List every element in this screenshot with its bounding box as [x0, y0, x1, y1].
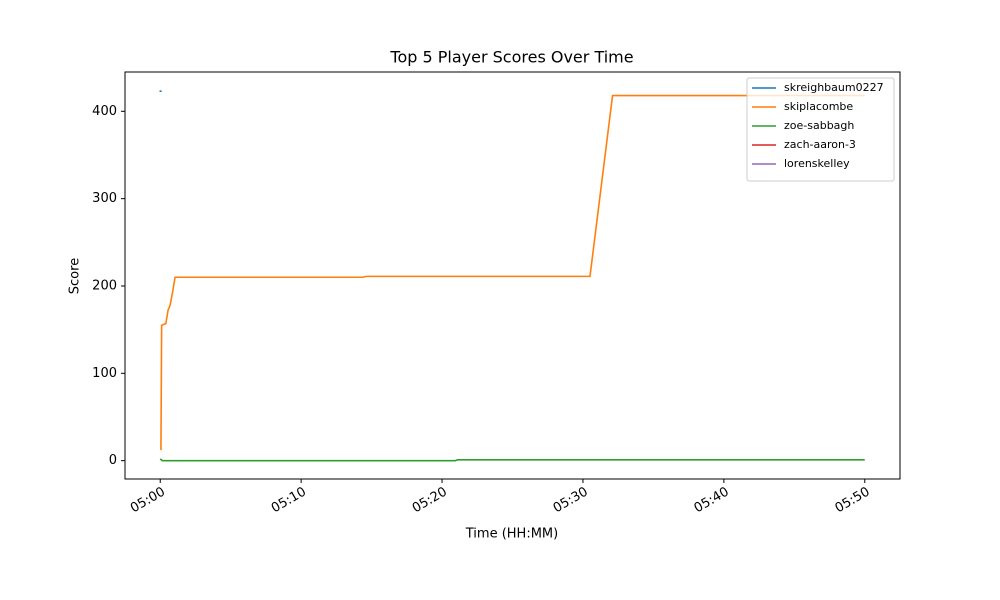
y-axis-label: Score	[68, 258, 83, 294]
legend-label: skiplacombe	[784, 100, 853, 113]
y-tick-label: 300	[92, 191, 117, 206]
legend-box	[746, 77, 895, 182]
series-line	[159, 458, 865, 462]
y-tick-label: 200	[92, 278, 117, 293]
y-tick-label: 0	[109, 453, 117, 468]
series-line	[160, 94, 865, 451]
x-axis-label: Time (HH:MM)	[465, 527, 558, 542]
legend-label: zach-aaron-3	[784, 138, 856, 151]
y-tick-label: 100	[92, 366, 117, 381]
chart-title: Top 5 Player Scores Over Time	[389, 48, 633, 67]
legend-label: lorenskelley	[784, 157, 850, 170]
legend: skreighbaum0227 skiplacombe zoe-sabbagh zac…	[746, 77, 895, 182]
plot-frame	[124, 71, 901, 480]
legend-label: zoe-sabbagh	[784, 119, 854, 132]
y-tick-label: 400	[92, 104, 117, 119]
legend-label: skreighbaum0227	[784, 81, 884, 94]
